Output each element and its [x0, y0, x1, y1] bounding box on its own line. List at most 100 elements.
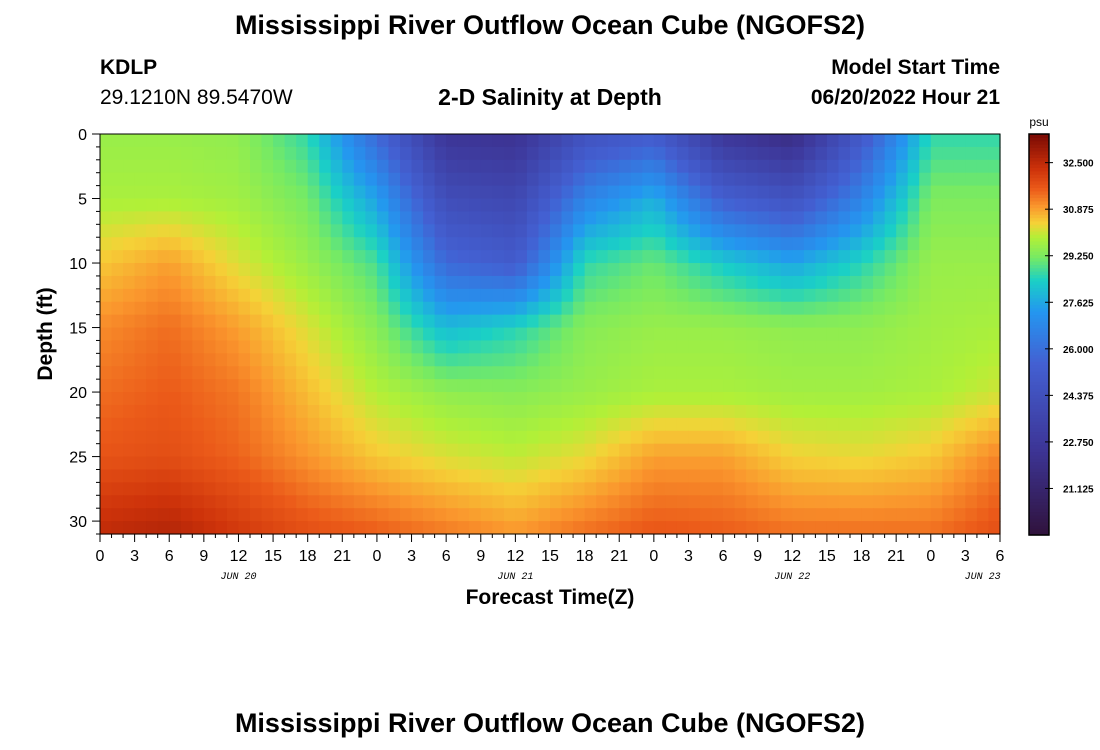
heatmap-cell [123, 443, 136, 458]
heatmap-cell [688, 134, 701, 148]
heatmap-cell [215, 185, 228, 200]
heatmap-cell [965, 508, 978, 522]
heatmap-cell [480, 404, 493, 419]
heatmap-cell [838, 456, 851, 471]
heatmap-cell [550, 172, 563, 187]
heatmap-cell [907, 456, 920, 471]
heatmap-cell [838, 340, 851, 354]
heatmap-cell [376, 250, 390, 264]
heatmap-cell [250, 379, 263, 393]
heatmap-cell [376, 379, 390, 393]
heatmap-cell [861, 353, 874, 367]
colorbar-segment [1029, 464, 1049, 469]
heatmap-cell [469, 417, 482, 432]
heatmap-cell [100, 482, 113, 496]
heatmap-cell [919, 314, 932, 329]
heatmap-cell [192, 237, 205, 251]
heatmap-cell [503, 340, 516, 354]
heatmap-cell [861, 379, 874, 393]
heatmap-cell [526, 327, 540, 342]
heatmap-cell [653, 482, 666, 496]
heatmap-cell [630, 288, 643, 303]
colorbar-tick-label: 26.000 [1063, 345, 1094, 356]
heatmap-cell [203, 340, 216, 354]
heatmap-cell [353, 469, 366, 483]
heatmap-cell [146, 417, 159, 432]
heatmap-cell [400, 430, 413, 445]
heatmap-cell [942, 430, 955, 445]
heatmap-cell [342, 172, 355, 187]
heatmap-cell [238, 392, 251, 406]
heatmap-cell [192, 146, 205, 161]
heatmap-cell [238, 263, 251, 277]
heatmap-cell [815, 146, 828, 161]
heatmap-cell [388, 392, 401, 406]
heatmap-cell [203, 521, 216, 535]
heatmap-cell [388, 288, 401, 303]
heatmap-cell [850, 508, 863, 522]
heatmap-cell [273, 508, 286, 522]
heatmap-cell [538, 185, 551, 200]
heatmap-cell [526, 250, 540, 264]
heatmap-cell [250, 508, 263, 522]
heatmap-cell [700, 314, 713, 329]
heatmap-cell [296, 275, 309, 290]
heatmap-cell [538, 456, 551, 471]
heatmap-cell [619, 134, 632, 148]
heatmap-cell [123, 404, 136, 419]
heatmap-cell [607, 288, 620, 303]
heatmap-cell [815, 250, 828, 264]
colorbar-segment [1029, 287, 1049, 292]
heatmap-cell [780, 340, 793, 354]
heatmap-cell [884, 211, 897, 225]
heatmap-cell [769, 198, 782, 213]
heatmap-cell [769, 456, 782, 471]
heatmap-cell [700, 172, 713, 187]
heatmap-cell [215, 314, 228, 329]
heatmap-cell [538, 417, 551, 432]
heatmap-cell [619, 482, 632, 496]
heatmap-cell [457, 172, 470, 187]
heatmap-cell [503, 327, 516, 342]
date-label: JUN 20 [220, 572, 256, 583]
colorbar-segment [1029, 384, 1049, 389]
heatmap-cell [526, 456, 540, 471]
heatmap-cell [676, 198, 690, 213]
heatmap-cell [642, 250, 655, 264]
colorbar-tick-label: 27.625 [1063, 298, 1094, 309]
heatmap-cell [492, 172, 505, 187]
heatmap-cell [688, 146, 701, 161]
heatmap-cell [169, 185, 182, 200]
heatmap-cell [653, 159, 666, 174]
heatmap-cell [815, 482, 828, 496]
heatmap-cell [134, 198, 147, 213]
colorbar-segment [1029, 521, 1049, 526]
heatmap-cell [976, 301, 990, 316]
heatmap-cell [353, 353, 366, 367]
heatmap-cell [411, 430, 424, 445]
heatmap-cell [123, 288, 136, 303]
heatmap-cell [434, 288, 447, 303]
heatmap-cell [273, 275, 286, 290]
heatmap-cell [100, 159, 113, 174]
heatmap-cell [342, 521, 355, 535]
heatmap-cell [711, 185, 724, 200]
heatmap-cell [711, 417, 724, 432]
heatmap-cell [619, 172, 632, 187]
heatmap-cell [838, 417, 851, 432]
heatmap-cell [861, 495, 874, 509]
heatmap-cell [826, 443, 840, 458]
heatmap-cell [988, 392, 1001, 406]
heatmap-cell [250, 327, 263, 342]
heatmap-cell [884, 198, 897, 213]
heatmap-cell [584, 250, 597, 264]
heatmap-cell [365, 404, 378, 419]
x-tick-label: 18 [299, 548, 317, 565]
heatmap-cell [319, 211, 332, 225]
heatmap-cell [700, 495, 713, 509]
heatmap-cell [965, 134, 978, 148]
heatmap-cell [584, 392, 597, 406]
heatmap-cell [457, 250, 470, 264]
x-tick-label: 15 [264, 548, 282, 565]
heatmap-cell [757, 237, 770, 251]
